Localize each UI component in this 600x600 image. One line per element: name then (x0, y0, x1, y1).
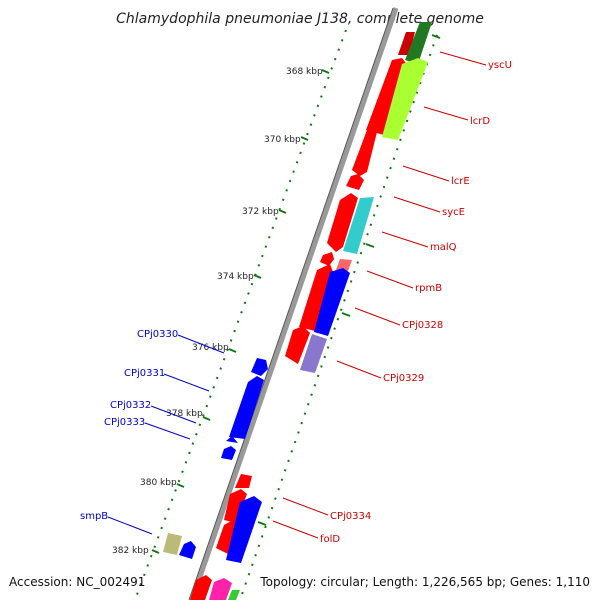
gene-arrow (209, 578, 232, 600)
gene-arrow (382, 58, 428, 140)
tick-label: 368 kbp (286, 67, 323, 77)
gene-arrow (336, 259, 352, 271)
label-smpB: smpB (80, 511, 108, 522)
label-CPj0331: CPj0331 (124, 368, 165, 379)
gene-arrow (221, 446, 236, 460)
tick-380: 380 kbp (140, 478, 185, 488)
tick-372: 372 kbp (242, 207, 287, 217)
gene-arrow (398, 32, 415, 55)
gene-arrow (224, 489, 247, 523)
tick-label: 380 kbp (140, 478, 177, 488)
genes-red (190, 32, 415, 600)
label-CPj0332: CPj0332 (110, 400, 151, 411)
gene-arrow (190, 575, 212, 600)
label-folD: folD (320, 534, 340, 545)
tick-label: 382 kbp (112, 546, 149, 556)
label-malQ: malQ (430, 242, 457, 253)
gene-arrow (320, 252, 334, 266)
gene-arrow (346, 174, 364, 190)
gene-arrow (327, 193, 358, 252)
gene-arrow (366, 58, 408, 135)
backbone (188, 7, 399, 600)
tick-370: 370 kbp (264, 135, 309, 145)
tick-label: 378 kbp (166, 409, 203, 419)
label-CPj0329: CPj0329 (383, 373, 424, 384)
label-CPj0328: CPj0328 (402, 320, 443, 331)
gene-arrow (179, 541, 196, 559)
label-CPj0333: CPj0333 (104, 417, 145, 428)
genes-blue (163, 358, 268, 559)
backbone-line (189, 7, 399, 600)
genes-other (209, 22, 432, 600)
tick-368: 368 kbp (286, 67, 330, 77)
accession-text: Accession: NC_002491 (9, 575, 145, 589)
label-CPj0330: CPj0330 (137, 329, 178, 340)
tick-376: 376 kbp (192, 343, 237, 353)
gene-arrow (216, 520, 238, 554)
gene-arrow (405, 22, 432, 64)
gene-arrow (228, 590, 240, 600)
left-guide-line (134, 29, 347, 600)
guide-lines (134, 29, 438, 600)
tick-378: 378 kbp (166, 409, 211, 421)
gene-arrow (314, 268, 350, 336)
gene-arrow (285, 326, 310, 364)
gene-arrow (352, 130, 377, 176)
label-CPj0334: CPj0334 (330, 511, 371, 522)
gene-arrow (226, 436, 238, 443)
topology-text: Topology: circular; Length: 1,226,565 bp… (259, 575, 590, 589)
tick-label: 370 kbp (264, 135, 301, 145)
label-lcrE: lcrE (451, 176, 470, 187)
right-guide-ticks (257, 34, 441, 526)
label-yscU: yscU (488, 60, 512, 71)
scale-ticks: 368 kbp 370 kbp 372 kbp 374 kbp 376 kbp … (112, 67, 330, 556)
left-labels: CPj0330 CPj0331 CPj0332 CPj0333 smpB (80, 329, 225, 535)
gene-arrow (226, 496, 262, 563)
gene-arrow (300, 334, 327, 373)
gene-arrow (299, 264, 333, 331)
label-rpmB: rpmB (415, 283, 442, 294)
gene-arrow (163, 533, 182, 555)
tick-382: 382 kbp (112, 546, 160, 556)
gene-arrow (235, 474, 252, 488)
label-lcrD: lcrD (470, 116, 490, 127)
gene-arrow (343, 197, 374, 254)
gene-arrow (229, 376, 264, 439)
label-sycE: sycE (442, 207, 465, 218)
tick-label: 372 kbp (242, 207, 279, 217)
tick-374: 374 kbp (217, 272, 262, 282)
right-labels: yscU lcrD lcrE sycE malQ rpmB CPj0328 CP… (272, 51, 512, 545)
gene-arrow (251, 358, 268, 376)
tick-label: 374 kbp (217, 272, 254, 282)
